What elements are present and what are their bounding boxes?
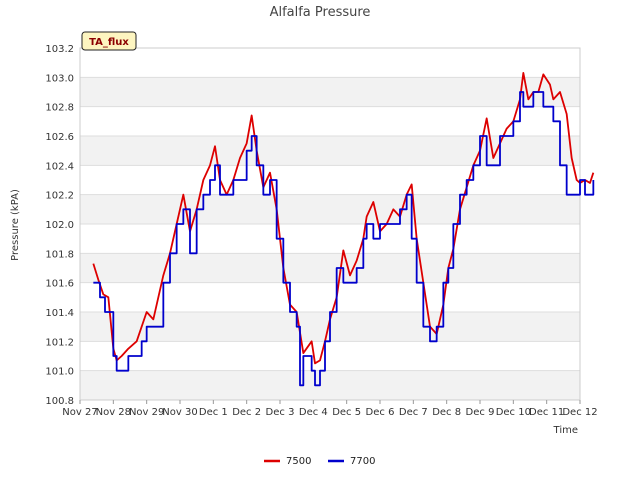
y-tick-labels: 100.8 101.0 101.2 101.4 101.6 101.8 102.0 102.2… <box>45 44 74 407</box>
y-tick-label: 103.0 <box>45 73 74 84</box>
y-tick-label: 101.0 <box>45 367 74 378</box>
x-tick-label: Dec 9 <box>466 407 495 418</box>
x-tick-label: Nov 30 <box>162 407 197 418</box>
plot-band <box>80 77 580 107</box>
plot-band <box>80 370 580 400</box>
badge-label: TA_flux <box>89 37 129 48</box>
x-tick-label: Dec 11 <box>529 407 564 418</box>
x-tick-label: Dec 7 <box>399 407 428 418</box>
y-tick-label: 102.0 <box>45 220 74 231</box>
x-tick-label: Nov 27 <box>62 407 97 418</box>
x-tick-label: Dec 5 <box>332 407 361 418</box>
ta-flux-badge: TA_flux <box>81 31 137 51</box>
x-tick-label: Dec 1 <box>199 407 228 418</box>
x-tick-label: Dec 4 <box>299 407 328 418</box>
y-tick-label: 102.4 <box>45 161 74 172</box>
y-tick-label: 102.2 <box>45 191 74 202</box>
y-tick-label: 101.8 <box>45 249 74 260</box>
y-axis-label: Pressure (kPA) <box>10 189 21 261</box>
y-tick-label: 103.2 <box>45 44 74 55</box>
legend-label-7700: 7700 <box>350 456 375 467</box>
y-tick-label: 101.4 <box>45 308 74 319</box>
plot-band <box>80 136 580 166</box>
x-tick-label: Dec 2 <box>232 407 261 418</box>
x-tick-label: Dec 8 <box>432 407 461 418</box>
plot-frame <box>79 47 581 401</box>
x-tick-label: Dec 6 <box>366 407 395 418</box>
legend: 7500 7700 <box>264 456 375 467</box>
series-line-7500 <box>92 72 595 365</box>
y-tick-label: 101.6 <box>45 279 74 290</box>
badge-box <box>81 31 137 51</box>
series-line-7700 <box>93 91 595 387</box>
x-tick-label: Dec 10 <box>496 407 531 418</box>
x-tick-label: Dec 3 <box>266 407 295 418</box>
x-tick-label: Nov 28 <box>96 407 131 418</box>
plot-band <box>80 253 580 283</box>
chart-title: Alfalfa Pressure <box>270 5 371 20</box>
y-tick-label: 102.6 <box>45 132 74 143</box>
y-tick-label: 102.8 <box>45 103 74 114</box>
x-tick-label: Nov 29 <box>129 407 164 418</box>
y-tick-label: 101.2 <box>45 337 74 348</box>
x-axis-label: Time <box>553 425 578 436</box>
plot-band <box>80 194 580 224</box>
series-layer <box>92 72 595 387</box>
y-tick-label: 100.8 <box>45 396 74 407</box>
legend-label-7500: 7500 <box>286 456 311 467</box>
x-tick-label: Dec 12 <box>562 407 597 418</box>
